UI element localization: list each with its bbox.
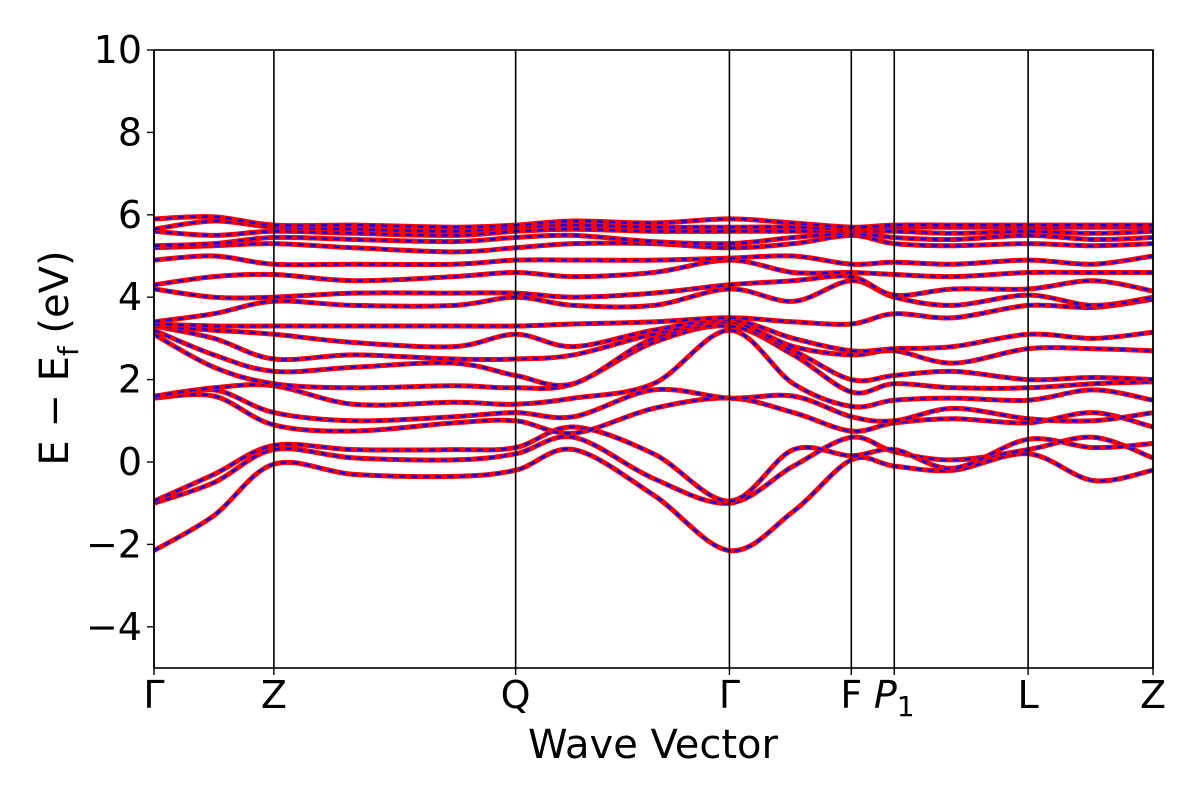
x-tick-label: Γ	[143, 673, 164, 717]
band-line-blue	[154, 274, 1153, 300]
y-tick-label: 8	[118, 110, 142, 154]
band-line-blue	[154, 298, 1153, 328]
band-line-blue	[154, 279, 1153, 324]
y-tick-label: 10	[94, 28, 142, 72]
band-line-blue	[154, 393, 1153, 435]
y-tick-label: 2	[118, 358, 142, 402]
y-tick-label: −4	[86, 605, 142, 649]
y-tick-label: 6	[118, 193, 142, 237]
band-line-red	[154, 446, 1153, 554]
x-tick-label: L	[1018, 673, 1039, 717]
x-axis-label: Wave Vector	[528, 722, 779, 768]
band-line-blue	[154, 425, 1153, 503]
band-line-blue	[154, 320, 1153, 365]
y-tick-label: −2	[86, 522, 142, 566]
plot-area	[153, 49, 1154, 669]
y-tick-label: 4	[118, 275, 142, 319]
band-line-blue	[154, 388, 1153, 423]
band-line-red	[154, 214, 1153, 230]
band-line-blue	[154, 328, 1153, 409]
x-tick-label: F	[840, 673, 862, 717]
x-tick-label: Z	[1140, 673, 1166, 717]
y-tick-label: 0	[118, 440, 142, 484]
band-line-blue	[154, 318, 1153, 353]
x-tick-label: P1	[874, 673, 915, 723]
y-axis-label: E − Ef (eV)	[32, 250, 85, 465]
y-axis: −4 −2 0 2 4 6 8 10	[86, 28, 154, 649]
band-line-blue	[154, 324, 1153, 395]
band-line-blue	[154, 227, 1153, 237]
band-line-red	[154, 253, 1153, 268]
band-line-red	[154, 230, 1153, 249]
x-axis: Γ Z Q Γ F P1 L Z	[143, 50, 1166, 723]
band-line-blue	[154, 447, 1153, 552]
x-tick-label: Z	[261, 673, 287, 717]
x-tick-label: Γ	[719, 673, 740, 717]
x-tick-label: Q	[501, 673, 531, 717]
bands	[154, 214, 1153, 554]
band-line-blue	[154, 258, 1153, 287]
